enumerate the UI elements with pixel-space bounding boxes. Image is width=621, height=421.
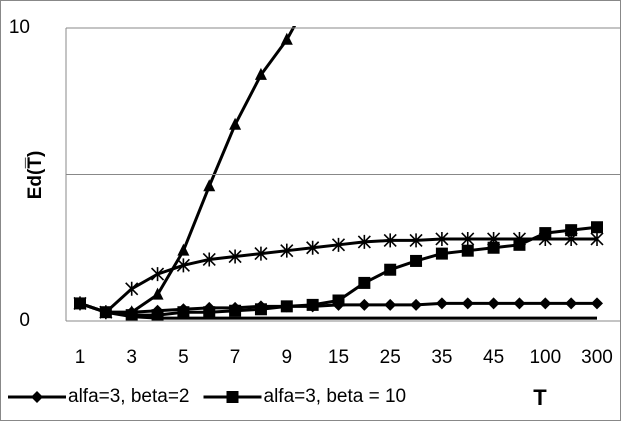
point — [254, 67, 267, 80]
point — [539, 297, 552, 310]
legend-marker — [226, 391, 239, 403]
x-tick-label: 35 — [431, 347, 452, 368]
point — [487, 241, 500, 254]
point — [280, 300, 293, 313]
point — [383, 233, 397, 248]
series-line — [79, 301, 597, 320]
point — [177, 243, 190, 256]
point — [591, 297, 603, 310]
point — [228, 249, 242, 264]
point — [512, 231, 527, 246]
x-axis-title: T — [533, 385, 547, 410]
point — [280, 32, 293, 45]
x-tick-label: 45 — [483, 347, 504, 368]
point — [461, 231, 475, 246]
legend-marker — [31, 391, 43, 403]
point — [409, 233, 423, 248]
point — [461, 244, 474, 257]
x-tick-label: 3 — [126, 347, 137, 368]
x-tick-label: 7 — [230, 347, 241, 368]
point — [487, 231, 501, 246]
point — [203, 306, 216, 319]
x-tick-label: 25 — [380, 347, 401, 368]
point — [332, 294, 345, 307]
legend-label: alfa=3, beta=2 — [68, 386, 190, 407]
point — [203, 179, 216, 192]
x-tick-label: 100 — [529, 347, 561, 368]
point — [590, 231, 604, 246]
x-tick-label: 5 — [178, 347, 189, 368]
y-tick-label: 10 — [9, 17, 30, 38]
point — [384, 263, 397, 276]
y-axis-title: Ed(T̅) — [25, 151, 46, 200]
point — [177, 306, 190, 319]
point — [150, 267, 165, 282]
point — [410, 254, 423, 267]
point — [358, 276, 371, 289]
point — [254, 246, 268, 261]
point — [487, 297, 500, 310]
point — [538, 231, 552, 246]
point — [306, 240, 320, 255]
series-line — [79, 26, 297, 314]
point — [280, 243, 294, 258]
point — [384, 298, 397, 311]
point — [151, 287, 164, 300]
point — [125, 305, 138, 318]
x-tick-label: 1 — [75, 347, 86, 368]
point — [306, 298, 319, 311]
point — [358, 298, 371, 311]
point — [357, 234, 371, 249]
point — [591, 221, 603, 234]
point — [331, 237, 346, 252]
point — [410, 298, 423, 311]
point — [565, 224, 578, 237]
plot-area — [73, 26, 604, 322]
point — [254, 303, 267, 316]
point — [565, 297, 578, 310]
point — [229, 304, 242, 317]
point — [564, 231, 578, 246]
point — [435, 231, 449, 246]
point — [229, 117, 242, 130]
y-tick-label: 0 — [19, 310, 30, 331]
x-tick-label: 9 — [282, 347, 293, 368]
point — [202, 252, 216, 267]
x-tick-label: 300 — [581, 347, 613, 368]
point — [513, 297, 526, 310]
x-tick-label: 15 — [328, 347, 349, 368]
point — [125, 281, 139, 296]
legend-label: alfa=3, beta = 10 — [264, 386, 407, 407]
point — [435, 247, 448, 260]
point — [461, 297, 474, 310]
point — [435, 297, 448, 310]
point — [176, 258, 190, 273]
